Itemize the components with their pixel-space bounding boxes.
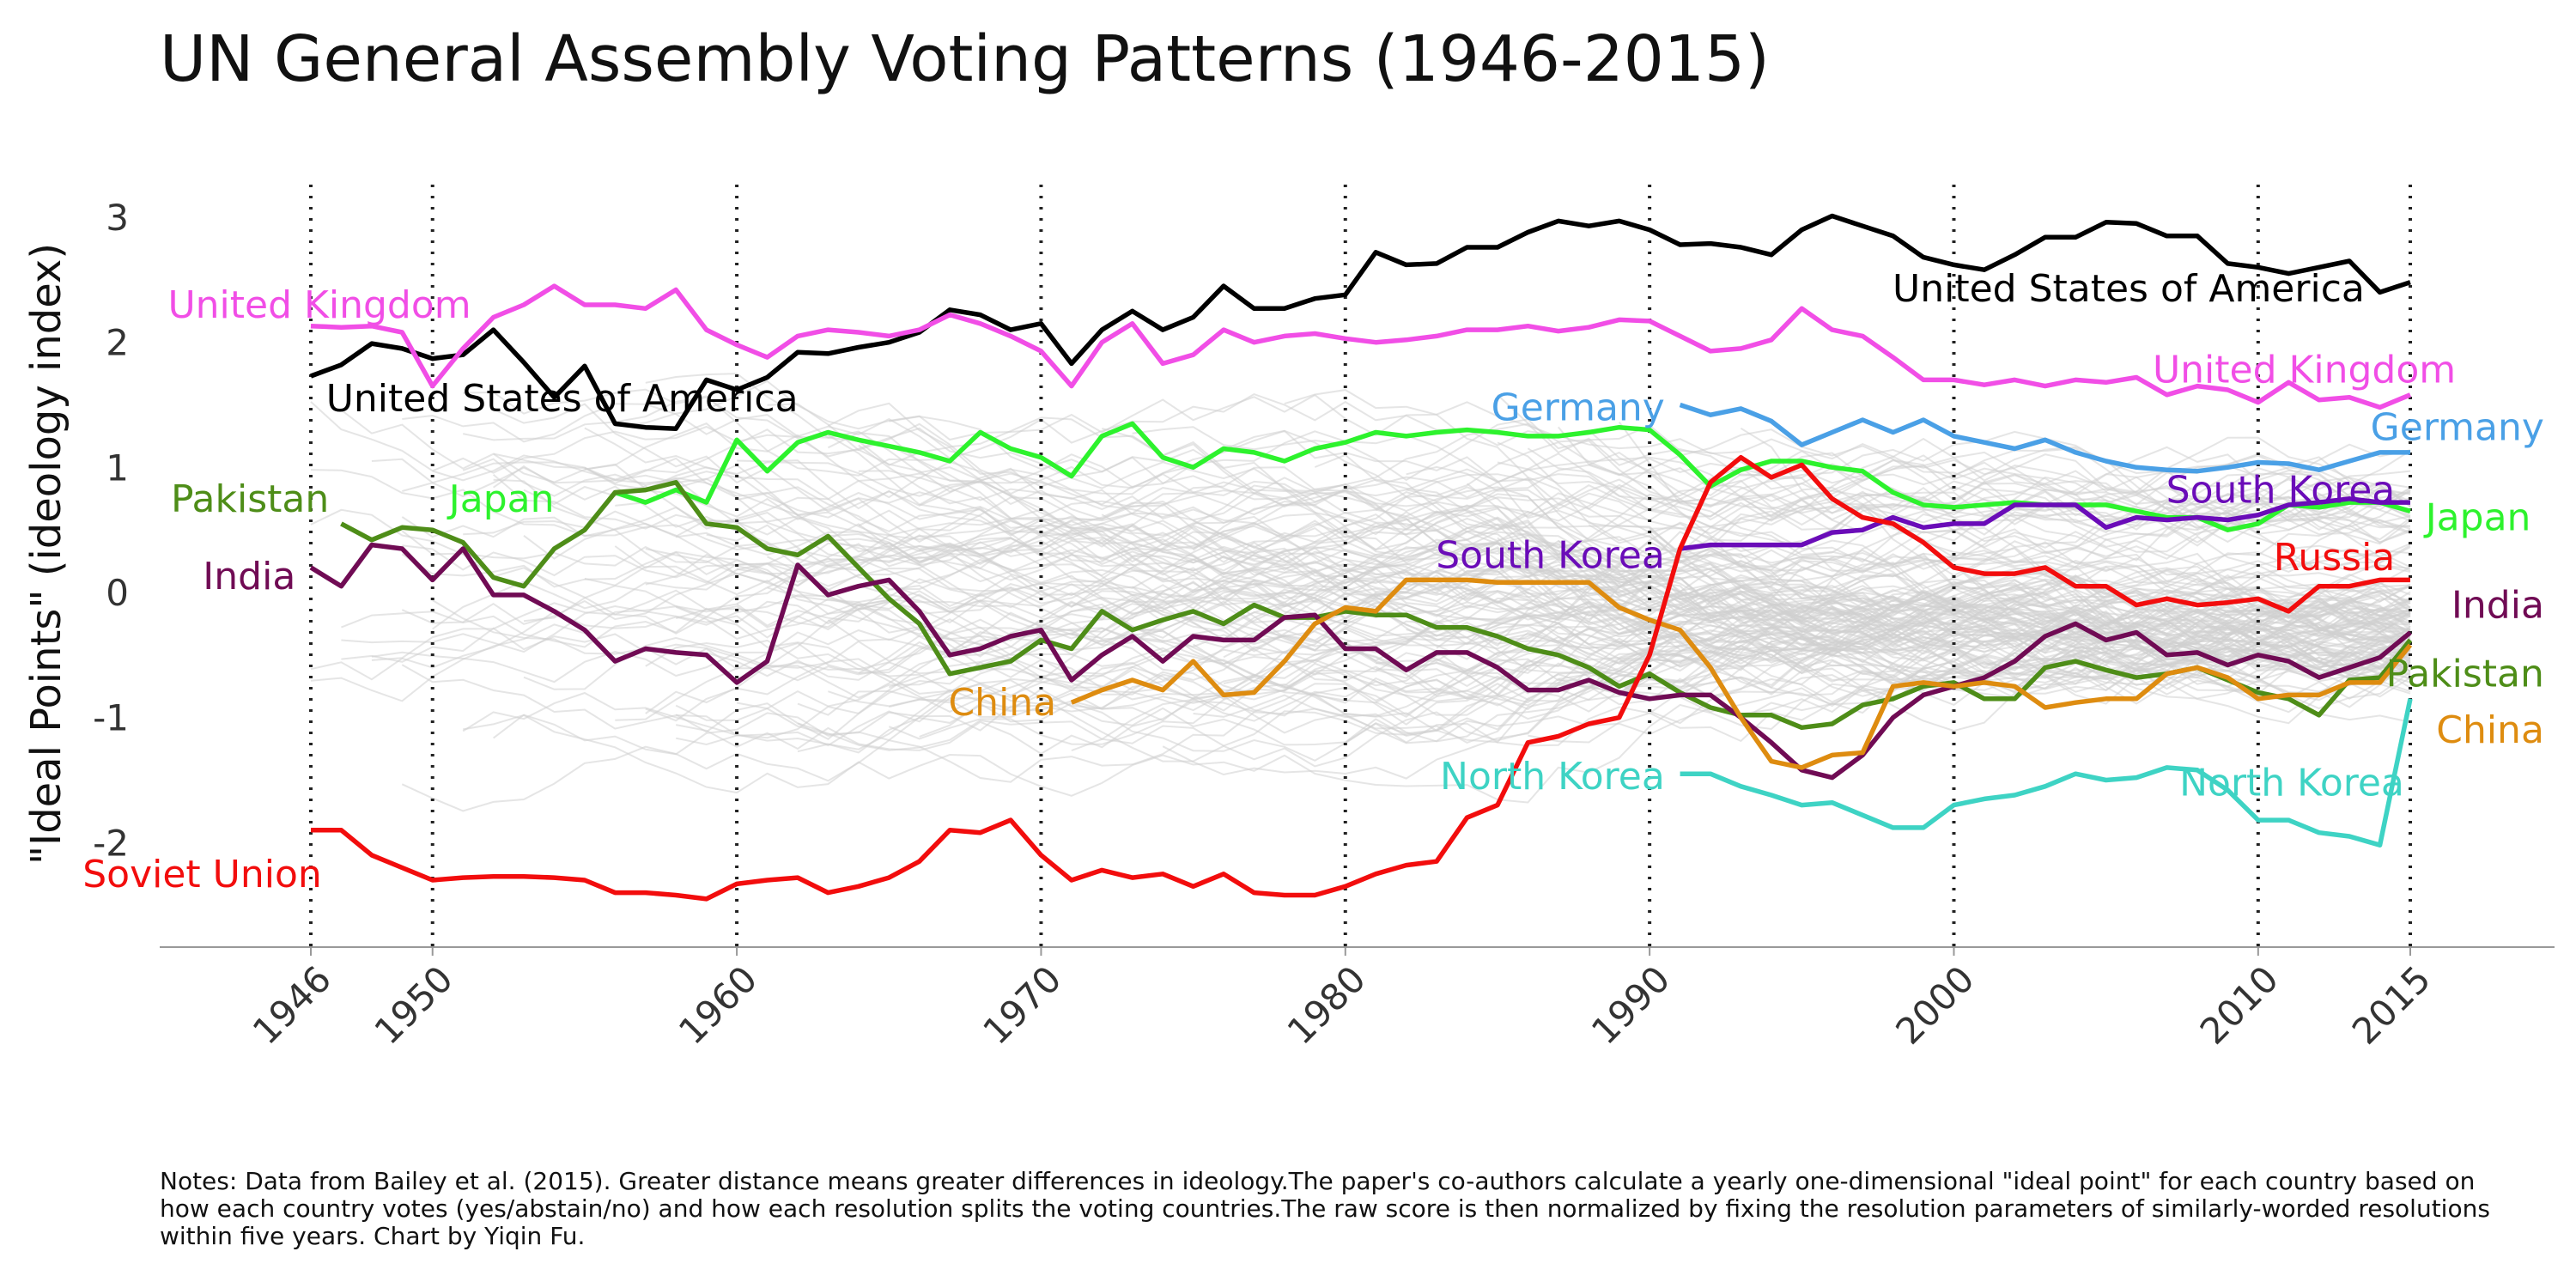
background-country-line	[1466, 632, 2411, 707]
x-tick-label: 1970	[975, 957, 1069, 1052]
background-country-line	[858, 568, 2411, 690]
background-country-line	[1193, 482, 2411, 563]
background-country-line	[1558, 539, 2411, 612]
series-label: Pakistan	[2386, 653, 2544, 696]
y-tick-label: 2	[106, 322, 129, 364]
background-country-line	[645, 578, 2411, 696]
background-country-line	[645, 640, 2411, 714]
series-label: Germany	[2371, 406, 2544, 450]
series-label: Pakistan	[171, 477, 329, 521]
background-country-line	[1406, 502, 2411, 645]
background-country-line	[675, 577, 2411, 677]
series-line-japan	[614, 421, 2411, 532]
background-country-line	[1618, 422, 2411, 631]
x-tick-label: 1946	[245, 957, 339, 1052]
background-country-line	[645, 535, 2411, 592]
x-tick-label: 2010	[2192, 957, 2287, 1052]
series-line-north-korea	[1680, 698, 2413, 848]
country-labels: United States of America United States of…	[82, 267, 2544, 896]
background-country-line	[1193, 635, 2411, 743]
series-line-china	[1070, 577, 2413, 770]
series-line-pakistan	[340, 480, 2413, 731]
x-tick-label: 2000	[1887, 957, 1982, 1052]
series-line-united-kingdom	[310, 283, 2412, 410]
background-country-line	[1193, 631, 2411, 713]
x-axis-ticks: 1946 1950 1960 1970 1980 1990 2000 2010 2015	[245, 947, 2439, 1053]
series-label: United States of America	[326, 377, 799, 421]
series-label: Soviet Union	[82, 853, 322, 896]
background-country-line	[1740, 427, 2411, 608]
background-country-line	[1497, 441, 2411, 681]
series-label: China	[2436, 708, 2544, 752]
background-country-line	[1588, 524, 2411, 645]
series-line-united-states-of-america	[310, 213, 2411, 431]
background-country-line	[858, 429, 2411, 629]
background-country-line	[1619, 476, 2411, 695]
series-label: Japan	[447, 477, 555, 521]
series-label: South Korea	[1436, 533, 1665, 577]
y-axis-ticks: -2 -1 0 1 2 3	[93, 197, 129, 864]
series-label: Russia	[2274, 536, 2396, 580]
series-label: South Korea	[2166, 469, 2396, 513]
x-tick-label: 1960	[671, 957, 765, 1052]
x-tick-label: 1980	[1279, 957, 1374, 1052]
background-country-line	[767, 403, 2411, 693]
series-label: China	[948, 681, 1056, 725]
series-label: India	[2451, 584, 2544, 628]
y-tick-label: 0	[106, 572, 129, 614]
y-axis-label: "Ideal Points" (ideology index)	[22, 243, 70, 865]
y-tick-label: -1	[93, 697, 129, 739]
series-label: United Kingdom	[167, 283, 471, 327]
series-label: Japan	[2423, 496, 2531, 540]
series-label: United States of America	[1893, 267, 2365, 311]
background-country-line	[1223, 566, 2411, 633]
series-lines	[309, 213, 2413, 902]
series-label: North Korea	[2179, 761, 2404, 805]
background-country-line	[584, 436, 2411, 641]
background-country-line	[797, 548, 2411, 754]
series-label: North Korea	[1440, 755, 1665, 799]
series-line-soviet-union-russia	[311, 454, 2410, 902]
x-tick-label: 2015	[2344, 957, 2439, 1052]
background-country-line	[1436, 604, 2411, 663]
y-tick-label: -2	[93, 822, 129, 864]
background-country-line	[1192, 450, 2411, 551]
chart-notes: Notes: Data from Bailey et al. (2015). G…	[160, 1167, 2490, 1250]
y-tick-label: 3	[106, 197, 129, 239]
series-line-germany	[1679, 402, 2410, 474]
background-country-line	[1345, 609, 2411, 744]
background-country-line	[1376, 487, 2411, 673]
y-tick-label: 1	[106, 447, 129, 489]
series-line-india	[309, 542, 2412, 781]
series-label: Germany	[1492, 386, 1665, 429]
chart-title: UN General Assembly Voting Patterns (194…	[160, 22, 1770, 96]
x-tick-label: 1950	[367, 957, 461, 1052]
background-country-line	[1497, 537, 2411, 682]
x-tick-label: 1990	[1583, 957, 1678, 1052]
series-label: United Kingdom	[2153, 349, 2456, 392]
background-country-line	[1071, 550, 2411, 670]
background-country-line	[858, 443, 2411, 532]
series-label: India	[203, 555, 295, 598]
series-line-south-korea	[1680, 496, 2410, 551]
